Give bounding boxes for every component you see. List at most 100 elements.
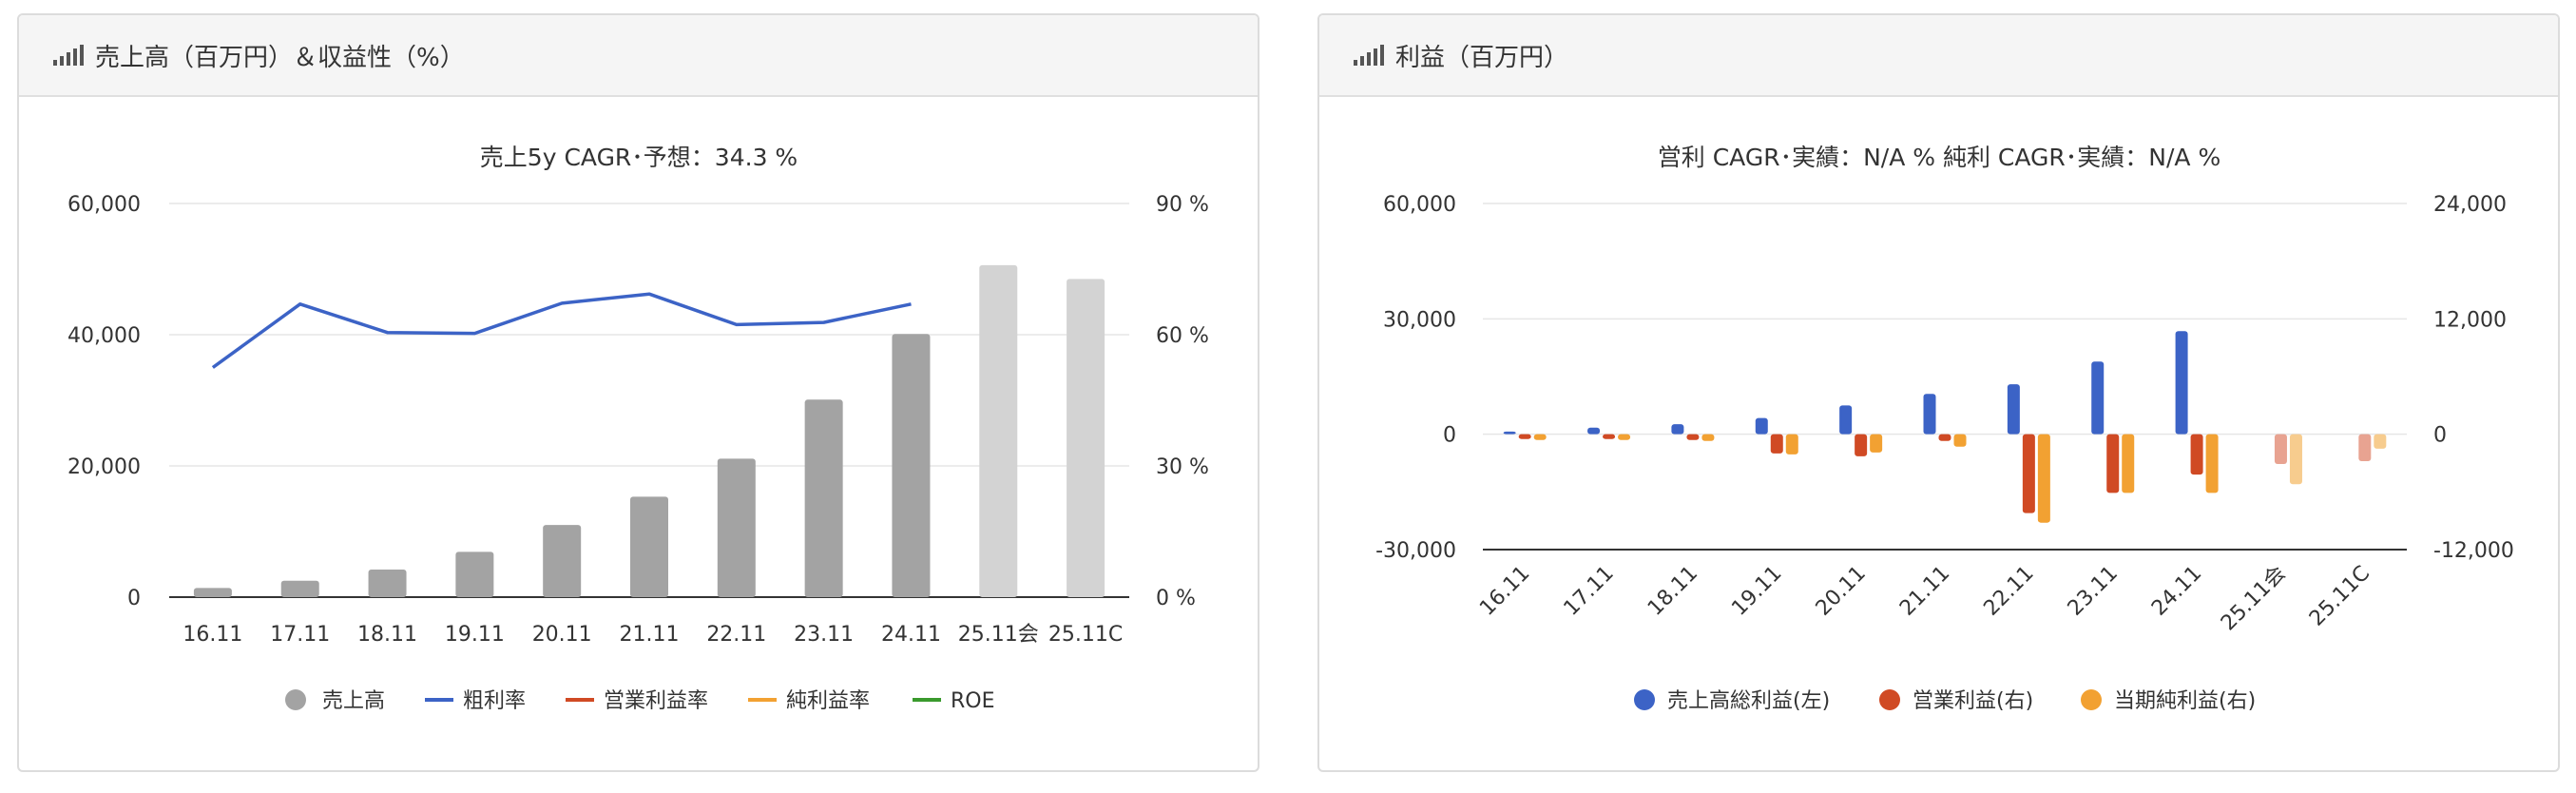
panel-header: 売上高（百万円）＆収益性（%） <box>19 15 1258 97</box>
bar-営業利益(右) <box>2106 434 2120 493</box>
bar-営業利益(右) <box>1855 434 1868 456</box>
sales-profitability-panel: 売上高（百万円）＆収益性（%） 売上5y CAGR･予想：34.3 % 0 20,0… <box>17 13 1259 772</box>
sales-profitability-chart: 売上5y CAGR･予想：34.3 % 0 20,000 40,000 60,000 0 … <box>67 144 1209 713</box>
x-axis-tick-label: 25.11会 <box>958 623 1039 647</box>
left-axis-tick-label: 40,000 <box>67 324 141 348</box>
panel-title: 利益（百万円） <box>1395 43 1569 72</box>
left-axis-tick-label: 60,000 <box>67 193 141 217</box>
left-axis-tick-label: 60,000 <box>1383 193 1456 217</box>
right-axis-tick-label: 0 <box>2433 424 2447 448</box>
bar-sales <box>630 496 668 597</box>
legend-label: ROE <box>951 689 995 713</box>
legend-label: 売上高 <box>322 689 385 713</box>
bar-当期純利益(右) <box>2205 434 2219 493</box>
x-axis-tick-label: 18.11 <box>357 623 417 647</box>
x-axis-tick-label: 25.11C <box>2305 562 2374 631</box>
x-axis-tick-label: 20.11 <box>1812 562 1871 621</box>
bar-売上高総利益(左) <box>2007 384 2020 435</box>
bar-当期純利益(右) <box>2037 434 2050 523</box>
bar-sales <box>193 588 232 597</box>
x-axis-tick-label: 17.11 <box>270 623 330 647</box>
bar-売上高総利益(左) <box>2175 331 2188 435</box>
x-axis-tick-label: 16.11 <box>183 623 242 647</box>
x-axis-tick-label: 21.11 <box>620 623 680 647</box>
legend-marker <box>2081 689 2102 710</box>
left-axis-tick-label: 30,000 <box>1383 308 1456 332</box>
panel-title: 売上高（百万円）＆収益性（%） <box>95 43 465 72</box>
bar-営業利益(右) <box>1686 434 1700 440</box>
legend-marker <box>1634 689 1655 710</box>
chart-title: 営利 CAGR･実績：N/A % 純利 CAGR･実績：N/A % <box>1658 144 2220 171</box>
bar-chart-icon <box>1354 45 1384 66</box>
legend-label: 売上高総利益(左) <box>1667 689 1830 713</box>
right-axis-tick-label: 12,000 <box>2433 308 2507 332</box>
x-axis-tick-label: 20.11 <box>532 623 592 647</box>
left-axis-tick-label: 0 <box>1443 424 1456 448</box>
bar-当期純利益(右) <box>1953 434 1967 447</box>
bar-営業利益(右) <box>2274 434 2287 465</box>
right-axis-tick-label: 0 % <box>1156 587 1196 610</box>
x-axis-tick-label: 25.11C <box>1048 623 1123 647</box>
chart-title: 売上5y CAGR･予想：34.3 % <box>480 144 798 171</box>
bar-sales <box>280 580 319 597</box>
x-axis-tick-label: 23.11 <box>2064 562 2123 621</box>
legend-label: 営業利益(右) <box>1913 689 2033 713</box>
bar-売上高総利益(左) <box>1671 424 1684 435</box>
right-axis-tick-label: 60 % <box>1156 324 1209 348</box>
x-axis-tick-label: 21.11 <box>1895 562 1954 621</box>
bar-営業利益(右) <box>1770 434 1783 454</box>
bar-sales <box>892 334 931 597</box>
bar-当期純利益(右) <box>2289 434 2302 485</box>
bar-sales <box>804 399 843 597</box>
bar-営業利益(右) <box>1518 434 1531 439</box>
left-axis-tick-label: 0 <box>127 587 141 610</box>
x-axis-tick-label: 16.11 <box>1475 562 1534 621</box>
bar-sales <box>1067 279 1105 597</box>
legend-label: 粗利率 <box>463 689 526 713</box>
right-axis-tick-label: 30 % <box>1156 455 1209 479</box>
legend-marker <box>1879 689 1900 710</box>
panel-header: 利益（百万円） <box>1319 15 2558 97</box>
bar-営業利益(右) <box>2190 434 2203 475</box>
bar-sales <box>717 458 756 597</box>
line-series-粗利率 <box>211 292 912 369</box>
x-axis-tick-label: 24.11 <box>881 623 941 647</box>
bar-当期純利益(右) <box>2122 434 2135 493</box>
bar-sales <box>979 264 1018 597</box>
x-axis-tick-label: 22.11 <box>1979 562 2038 621</box>
bar-売上高総利益(左) <box>1923 394 1936 435</box>
bar-chart-icon <box>53 45 84 66</box>
bar-当期純利益(右) <box>1618 434 1631 440</box>
bar-売上高総利益(左) <box>1839 405 1853 435</box>
legend-label: 営業利益率 <box>604 689 708 713</box>
legend-marker <box>285 689 306 710</box>
bar-営業利益(右) <box>1938 434 1951 441</box>
bar-sales <box>455 551 494 597</box>
left-axis-tick-label: 20,000 <box>67 455 141 479</box>
x-axis-tick-label: 22.11 <box>706 623 766 647</box>
x-axis-tick-label: 19.11 <box>1727 562 1786 621</box>
x-axis-tick-label: 23.11 <box>794 623 854 647</box>
bar-営業利益(右) <box>2358 434 2372 461</box>
bar-当期純利益(右) <box>1785 434 1798 455</box>
x-axis-tick-label: 19.11 <box>445 623 505 647</box>
x-axis-tick-label: 25.11会 <box>2217 562 2291 636</box>
bar-当期純利益(右) <box>1870 434 1883 453</box>
bar-sales <box>543 525 582 597</box>
x-axis-tick-label: 18.11 <box>1644 562 1702 621</box>
left-axis-tick-label: -30,000 <box>1375 539 1456 563</box>
right-axis-tick-label: -12,000 <box>2433 539 2514 563</box>
bar-売上高総利益(左) <box>2091 361 2105 435</box>
right-axis-tick-label: 90 % <box>1156 193 1209 217</box>
bar-営業利益(右) <box>1603 434 1616 439</box>
legend-label: 純利益率 <box>786 689 870 713</box>
bar-当期純利益(右) <box>2374 434 2387 449</box>
profit-chart: 営利 CAGR･実績：N/A % 純利 CAGR･実績：N/A % -30,000… <box>1375 144 2514 713</box>
bar-sales <box>368 570 407 597</box>
profit-panel: 利益（百万円） 営利 CAGR･実績：N/A % 純利 CAGR･実績：N/A … <box>1317 13 2560 772</box>
right-axis-tick-label: 24,000 <box>2433 193 2507 217</box>
bar-当期純利益(右) <box>1701 434 1715 441</box>
x-axis-tick-label: 24.11 <box>2147 562 2206 621</box>
bar-営業利益(右) <box>2022 434 2035 513</box>
bar-売上高総利益(左) <box>1755 417 1768 435</box>
